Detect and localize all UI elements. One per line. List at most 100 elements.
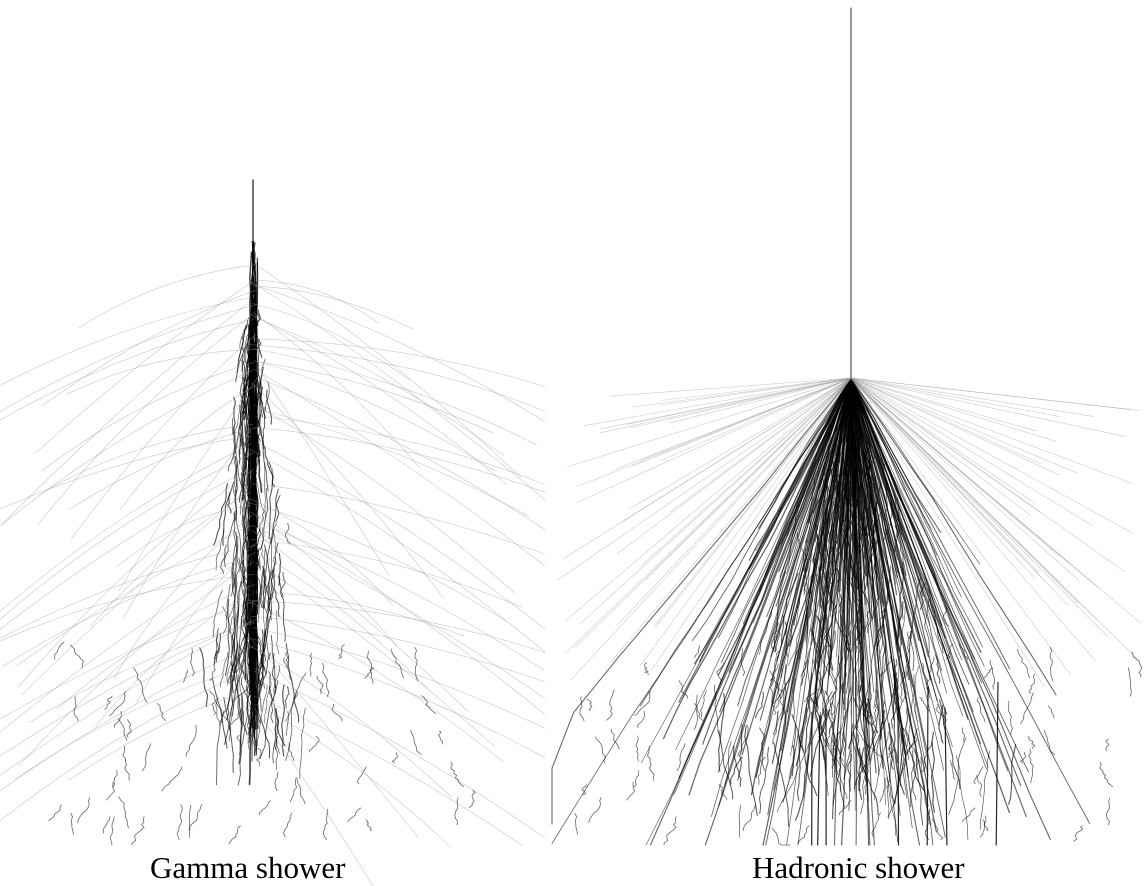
hadron-cone-track: [719, 377, 852, 713]
gamma-branch-track: [250, 456, 254, 531]
gamma-lateral-track: [254, 695, 523, 847]
hadron-curl-track: [862, 713, 870, 726]
gamma-lateral-track: [251, 311, 421, 469]
hadron-branch-track: [812, 630, 817, 708]
hadron-branch-track: [733, 745, 742, 787]
gamma-branch-track: [245, 355, 249, 393]
hadron-branch-track: [820, 553, 831, 588]
gamma-lateral-track: [259, 409, 529, 517]
hadron-branch-track: [894, 497, 900, 552]
gamma-lateral-track: [37, 315, 253, 526]
hadron-lateral-track: [639, 377, 852, 667]
gamma-curl-track: [131, 816, 145, 846]
gamma-branch-track: [238, 644, 243, 671]
hadron-branch-track: [871, 689, 879, 752]
gamma-branch-track: [273, 556, 276, 578]
hadron-cone-track: [850, 377, 931, 626]
hadron-curl-track: [924, 808, 931, 840]
hadron-branch-track: [830, 691, 836, 716]
gamma-branch-track: [246, 685, 250, 725]
gamma-branch-track: [278, 552, 282, 586]
hadron-branch-track: [836, 484, 846, 544]
hadron-branch-track: [804, 568, 809, 644]
hadron-cone-track: [850, 377, 931, 699]
hadron-lateral-track: [565, 377, 852, 622]
gamma-lateral-track: [252, 627, 546, 729]
hadron-lateral-track: [660, 377, 852, 401]
gamma-curl-track: [122, 745, 130, 781]
gamma-branch-track: [249, 344, 257, 417]
hadron-curl-track: [800, 647, 811, 677]
hadron-curl-track: [1099, 761, 1113, 787]
hadron-branch-track: [806, 612, 812, 702]
hadron-branch-track: [942, 605, 950, 627]
hadron-lateral-track: [577, 377, 852, 503]
hadron-branch-track: [788, 558, 818, 647]
hadron-branch-track: [864, 608, 871, 633]
gamma-lateral-track: [18, 469, 254, 688]
gamma-lateral-track: [0, 304, 257, 412]
hadron-branch-track: [792, 678, 796, 720]
gamma-lateral-track: [256, 442, 546, 630]
hadron-branch-track: [804, 547, 810, 594]
gamma-curl-track: [391, 752, 399, 764]
hadron-lateral-track: [615, 377, 852, 470]
gamma-branch-track: [213, 482, 229, 546]
gamma-lateral-track: [253, 348, 538, 446]
hadron-lateral-track: [583, 377, 852, 426]
gamma-lateral-track: [95, 594, 250, 727]
hadron-branch-track: [770, 621, 779, 653]
hadron-curl-track: [775, 678, 790, 709]
hadron-branch-track: [914, 747, 924, 826]
hadron-branch-track: [1008, 743, 1017, 805]
hadron-curl-track: [1127, 667, 1132, 697]
hadron-branch-track: [857, 497, 880, 566]
gamma-lateral-track: [254, 427, 546, 493]
gamma-core-track: [247, 589, 253, 659]
gamma-curl-track: [450, 761, 464, 787]
gamma-branch-track: [252, 414, 262, 454]
gamma-branch-track: [250, 549, 258, 626]
gamma-branch-track: [240, 676, 258, 750]
gamma-branch-track: [259, 584, 263, 608]
hadron-branch-track: [851, 562, 867, 653]
hadron-lateral-track: [850, 377, 1037, 432]
gamma-branch-track: [241, 560, 247, 584]
gamma-branch-track: [262, 407, 266, 440]
gamma-branch-track: [228, 642, 239, 704]
hadron-branch-track: [827, 456, 849, 542]
gamma-lateral-track: [0, 469, 250, 630]
hadron-curl-track: [1105, 738, 1110, 751]
hadron-curl-track: [776, 683, 785, 706]
gamma-branch-track: [264, 570, 274, 637]
gamma-curl-track: [70, 812, 74, 835]
gamma-branch-track: [276, 610, 280, 655]
gamma-lateral-track: [68, 690, 252, 781]
hadron-branch-track: [822, 598, 834, 671]
hadron-lateral-track: [579, 377, 852, 625]
gamma-lateral-track: [0, 452, 254, 620]
hadron-branch-track: [803, 561, 808, 596]
hadron-lateral-track: [850, 377, 1071, 676]
gamma-curl-track: [176, 804, 183, 840]
hadron-lateral-track: [632, 377, 852, 467]
gamma-branch-track: [299, 707, 306, 779]
hadron-cone-track: [678, 377, 852, 779]
hadron-branch-track: [843, 723, 854, 780]
hadron-branch-track: [897, 561, 905, 643]
gamma-branch-track: [212, 589, 223, 638]
gamma-branch-track: [281, 684, 286, 757]
gamma-curl-track: [454, 797, 459, 826]
gamma-curl-track: [322, 808, 329, 840]
gamma-core-track: [255, 262, 258, 380]
gamma-lateral-track: [255, 562, 496, 747]
hadron-branch-track: [920, 756, 934, 846]
hadron-branch-track: [780, 641, 801, 721]
hadron-branch-track: [759, 727, 766, 771]
gamma-curl-track: [259, 800, 271, 816]
gamma-curl-track: [338, 644, 345, 660]
gamma-curl-track: [296, 776, 306, 805]
gamma-curl-track: [161, 766, 183, 792]
hadron-cone-track: [850, 377, 1027, 818]
gamma-branch-track: [215, 701, 221, 727]
